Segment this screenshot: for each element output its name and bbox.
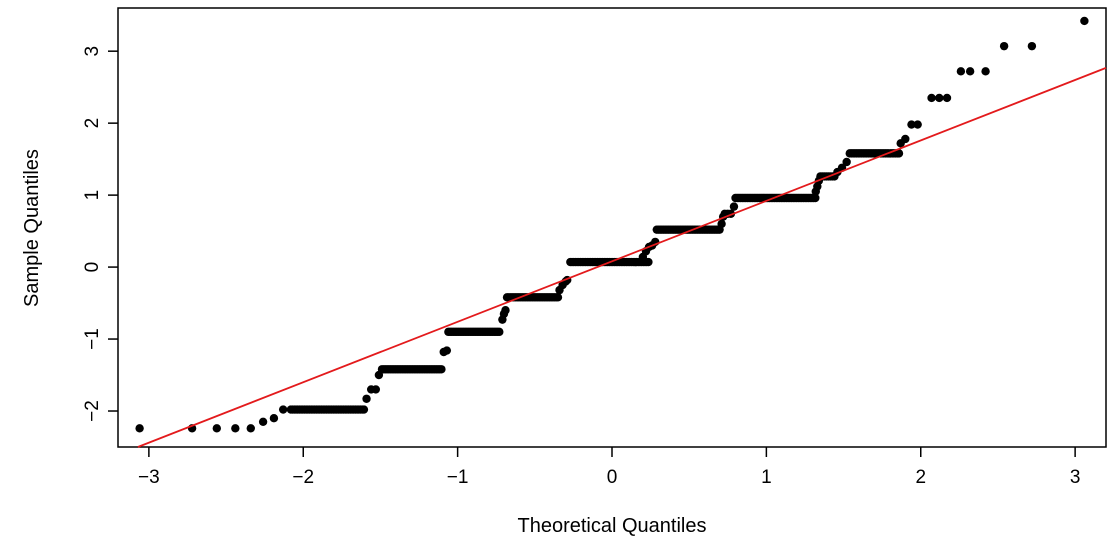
- y-tick-label: 1: [82, 190, 103, 201]
- data-point: [644, 257, 653, 267]
- x-axis: −3 −2 −1 0 1 2 3: [138, 447, 1080, 488]
- x-tick-label: 3: [1070, 467, 1081, 488]
- data-point: [212, 424, 221, 433]
- data-point: [811, 193, 820, 203]
- data-point: [269, 414, 279, 423]
- x-tick-label: 2: [915, 467, 926, 488]
- y-tick-label: −1: [82, 328, 103, 350]
- data-point: [359, 405, 369, 414]
- data-point: [935, 93, 944, 103]
- data-point: [981, 67, 990, 76]
- data-point: [942, 93, 952, 103]
- data-point: [246, 424, 255, 433]
- data-point: [913, 120, 922, 129]
- data-point: [956, 67, 966, 76]
- data-point: [371, 385, 381, 394]
- data-point: [729, 202, 739, 211]
- data-point: [894, 149, 904, 158]
- y-tick-label: −2: [82, 400, 103, 422]
- x-tick-label: 0: [607, 467, 618, 488]
- data-point: [362, 394, 371, 403]
- data-point: [258, 417, 268, 427]
- data-point: [907, 120, 916, 129]
- data-point: [1027, 41, 1037, 51]
- data-point: [717, 219, 726, 229]
- data-point: [842, 157, 851, 167]
- y-tick-label: 0: [82, 262, 103, 273]
- data-points: [135, 16, 1089, 433]
- data-point: [278, 405, 288, 414]
- x-tick-label: −3: [138, 467, 160, 488]
- y-tick-label: 2: [82, 118, 103, 129]
- data-point: [135, 424, 144, 433]
- data-point: [927, 93, 936, 103]
- data-point: [1080, 16, 1089, 26]
- data-point: [965, 67, 975, 76]
- data-point: [901, 134, 910, 144]
- data-point: [442, 346, 452, 355]
- y-axis-title: Sample Quantiles: [21, 149, 43, 307]
- data-point: [501, 306, 510, 315]
- x-tick-label: 1: [761, 467, 772, 488]
- x-tick-label: −2: [292, 467, 314, 488]
- y-tick-label: 3: [82, 46, 103, 57]
- data-point: [495, 327, 504, 337]
- data-point: [553, 293, 563, 302]
- data-point: [437, 365, 446, 374]
- data-point: [999, 41, 1009, 51]
- x-tick-label: −1: [447, 467, 469, 488]
- reference-line: [137, 67, 1107, 448]
- data-point: [231, 424, 240, 433]
- y-axis: −2 −1 0 1 2 3: [82, 46, 118, 422]
- x-axis-title: Theoretical Quantiles: [518, 515, 707, 537]
